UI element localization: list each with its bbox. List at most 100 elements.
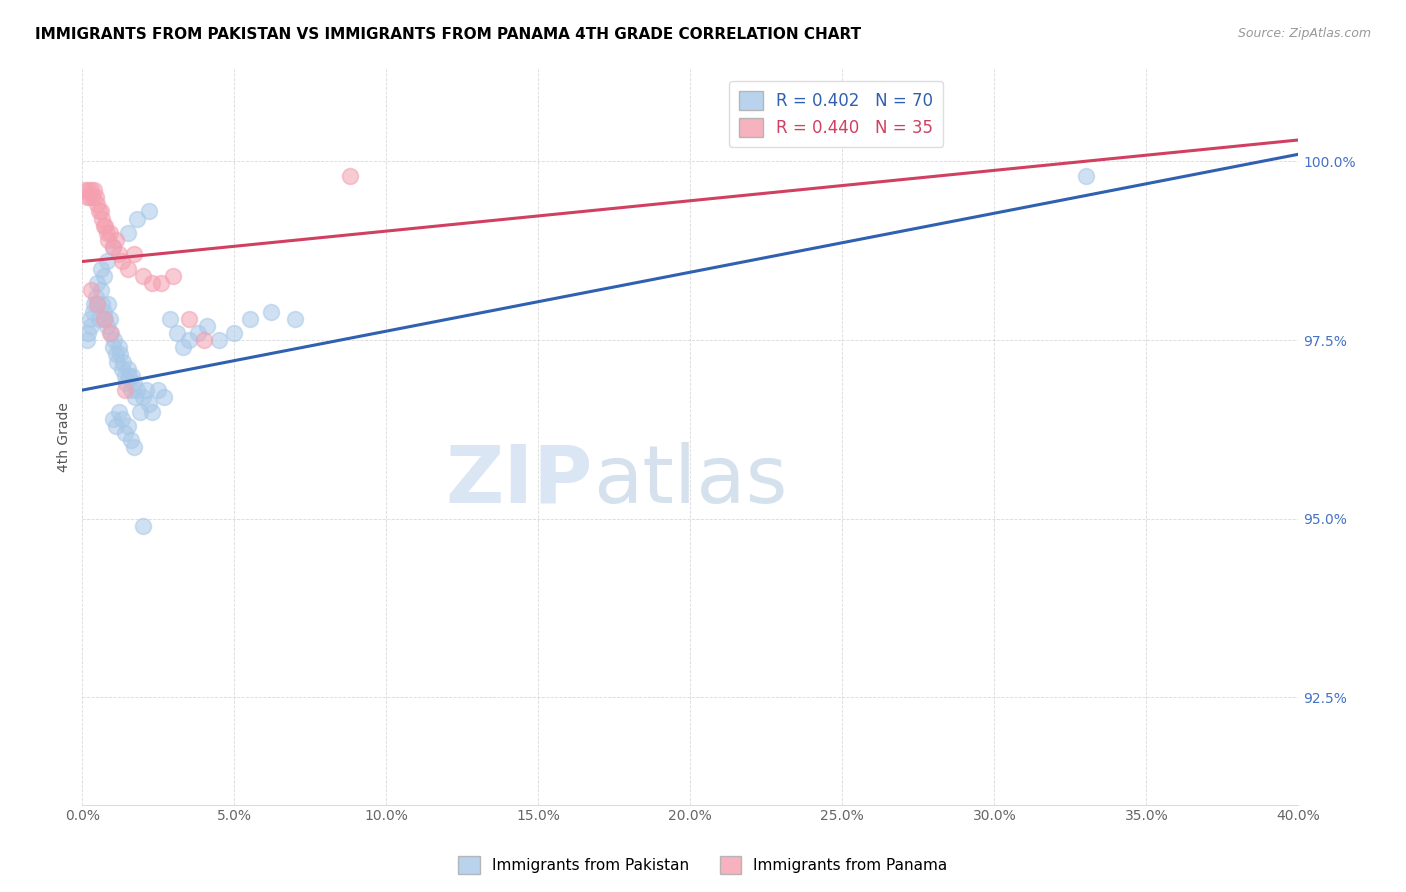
Point [83,297,105,311]
Point [101,240,124,254]
Point [93,304,115,318]
Point [80,318,103,333]
Point [104,418,127,433]
Point [107,404,129,418]
Point [100,326,122,340]
Point [177,333,200,347]
Point [86,276,108,290]
Point [82,190,104,204]
Point [138,397,160,411]
Point [132,268,155,283]
Point [94,311,117,326]
Text: Source: ZipAtlas.com: Source: ZipAtlas.com [1237,27,1371,40]
Point [98,226,121,240]
Point [339,169,361,183]
Point [224,326,246,340]
Point [111,411,134,425]
Point [107,247,129,261]
Point [125,383,148,397]
Point [115,376,138,390]
Point [86,197,108,211]
Point [208,333,231,347]
Point [76,333,98,347]
Point [76,190,98,204]
Point [104,347,127,361]
Point [138,204,160,219]
Point [90,204,112,219]
Point [114,383,136,397]
Point [87,204,110,219]
Point [284,311,307,326]
Legend: R = 0.402   N = 70, R = 0.440   N = 35: R = 0.402 N = 70, R = 0.440 N = 35 [730,80,943,147]
Point [132,390,155,404]
Point [187,326,209,340]
Point [195,318,218,333]
Point [120,383,142,397]
Text: IMMIGRANTS FROM PAKISTAN VS IMMIGRANTS FROM PANAMA 4TH GRADE CORRELATION CHART: IMMIGRANTS FROM PAKISTAN VS IMMIGRANTS F… [35,27,862,42]
Point [118,368,141,383]
Point [122,247,145,261]
Point [166,326,188,340]
Point [132,519,155,533]
Point [104,233,127,247]
Point [117,226,139,240]
Point [124,390,146,404]
Point [86,297,108,311]
Point [91,211,114,226]
Point [84,290,107,304]
Point [75,183,97,197]
Point [96,254,118,268]
Point [94,219,117,233]
Point [97,297,120,311]
Point [93,311,115,326]
Text: atlas: atlas [593,442,787,520]
Point [122,376,145,390]
Point [91,297,114,311]
Point [159,311,181,326]
Point [129,404,152,418]
Point [135,383,157,397]
Point [77,183,100,197]
Text: ZIP: ZIP [446,442,593,520]
Point [101,340,124,354]
Point [114,368,136,383]
Point [121,368,143,383]
Point [125,211,148,226]
Point [98,311,121,326]
Point [117,418,139,433]
Point [148,383,170,397]
Point [101,411,124,425]
Point [110,347,132,361]
Point [112,354,135,368]
Point [98,326,121,340]
Point [96,318,118,333]
Point [101,240,124,254]
Point [93,219,115,233]
Point [105,354,128,368]
Point [84,190,107,204]
Point [83,183,105,197]
Point [117,361,139,376]
Point [80,183,103,197]
Point [172,340,194,354]
Point [90,261,112,276]
Point [141,404,163,418]
Point [97,233,120,247]
Point [177,311,200,326]
Point [93,268,115,283]
Point [79,190,101,204]
Point [260,304,283,318]
Point [120,433,142,447]
Point [107,340,129,354]
Y-axis label: 4th Grade: 4th Grade [58,401,72,472]
Point [1074,169,1097,183]
Point [82,304,104,318]
Point [111,361,134,376]
Point [162,268,184,283]
Point [96,226,118,240]
Point [238,311,260,326]
Point [153,390,176,404]
Point [87,311,110,326]
Point [141,276,163,290]
Point [150,276,173,290]
